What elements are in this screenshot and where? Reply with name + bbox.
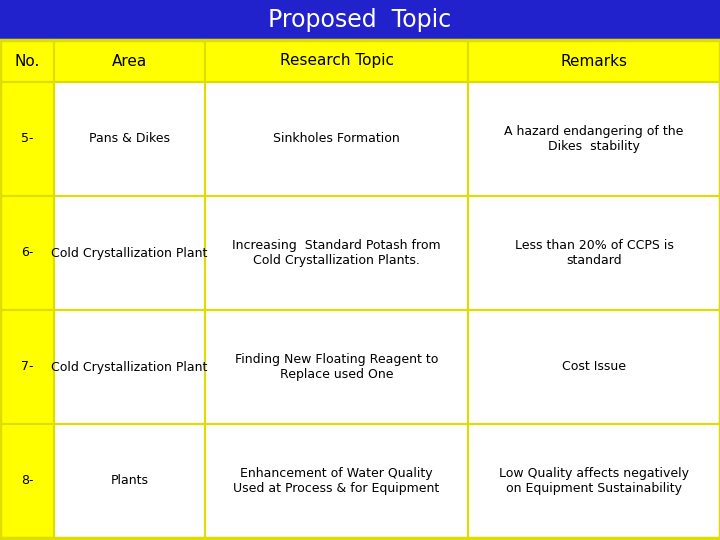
Text: Low Quality affects negatively
on Equipment Sustainability: Low Quality affects negatively on Equipm… — [499, 467, 689, 495]
Text: 7-: 7- — [21, 361, 33, 374]
Bar — [468, 40, 720, 82]
Bar — [0, 424, 54, 538]
Bar — [0, 196, 54, 310]
Text: A hazard endangering of the
Dikes  stability: A hazard endangering of the Dikes stabil… — [504, 125, 684, 153]
Text: Sinkholes Formation: Sinkholes Formation — [273, 132, 400, 145]
Text: Less than 20% of CCPS is
standard: Less than 20% of CCPS is standard — [515, 239, 673, 267]
Bar — [54, 82, 205, 196]
Text: Proposed  Topic: Proposed Topic — [269, 8, 451, 32]
Text: No.: No. — [14, 53, 40, 69]
Text: Cold Crystallization Plant: Cold Crystallization Plant — [51, 246, 208, 260]
Bar — [205, 424, 468, 538]
Bar — [468, 310, 720, 424]
Bar — [0, 40, 54, 82]
Bar — [205, 310, 468, 424]
Text: Area: Area — [112, 53, 147, 69]
Bar — [54, 424, 205, 538]
Text: Remarks: Remarks — [560, 53, 628, 69]
Bar — [205, 196, 468, 310]
Text: 6-: 6- — [21, 246, 33, 260]
Bar — [468, 424, 720, 538]
Text: 8-: 8- — [21, 475, 33, 488]
Bar — [0, 0, 720, 40]
Text: Enhancement of Water Quality
Used at Process & for Equipment: Enhancement of Water Quality Used at Pro… — [233, 467, 440, 495]
Text: Research Topic: Research Topic — [279, 53, 394, 69]
Text: Finding New Floating Reagent to
Replace used One: Finding New Floating Reagent to Replace … — [235, 353, 438, 381]
Bar — [54, 310, 205, 424]
Bar — [205, 82, 468, 196]
Bar — [468, 196, 720, 310]
Text: Increasing  Standard Potash from
Cold Crystallization Plants.: Increasing Standard Potash from Cold Cry… — [233, 239, 441, 267]
Text: Plants: Plants — [111, 475, 148, 488]
Bar — [468, 82, 720, 196]
Bar — [205, 40, 468, 82]
Text: 5-: 5- — [21, 132, 33, 145]
Bar — [0, 82, 54, 196]
Bar — [54, 40, 205, 82]
Bar — [54, 196, 205, 310]
Text: Cost Issue: Cost Issue — [562, 361, 626, 374]
Text: Pans & Dikes: Pans & Dikes — [89, 132, 170, 145]
Text: Cold Crystallization Plant: Cold Crystallization Plant — [51, 361, 208, 374]
Bar — [0, 310, 54, 424]
